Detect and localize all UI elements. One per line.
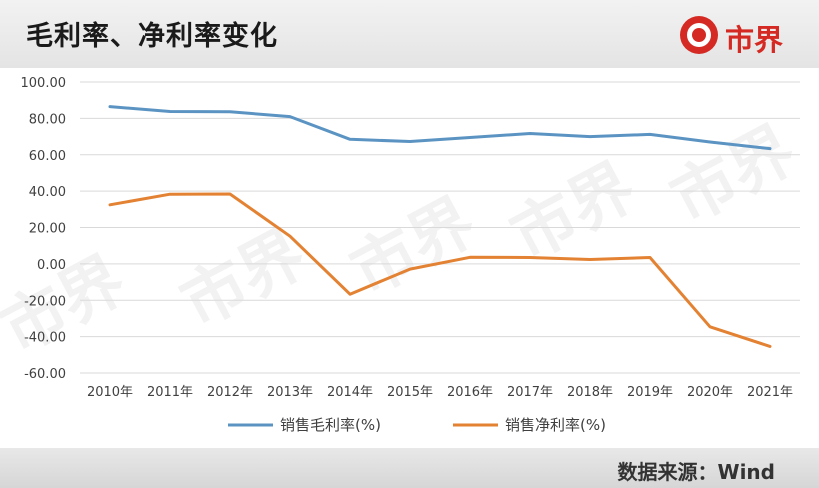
- series-line-net-margin: [108, 192, 772, 348]
- x-tick-label: 2020年: [687, 385, 733, 400]
- x-tick-label: 2014年: [327, 385, 373, 400]
- watermark-text: 市界: [170, 217, 318, 342]
- y-tick-label: -40.00: [24, 331, 66, 346]
- chart-title: 毛利率、净利率变化: [26, 21, 278, 52]
- y-tick-label: -20.00: [24, 294, 66, 309]
- y-tick-label: 0.00: [37, 258, 66, 273]
- y-tick-label: 80.00: [29, 112, 66, 127]
- logo: 市界: [680, 16, 792, 57]
- line-chart: 市界 市界 市界 市界 市界100.0080.0060.0040.0020.000.00…: [0, 76, 808, 434]
- y-tick-label: 40.00: [29, 185, 66, 200]
- source-note: 数据来源：Wind: [617, 460, 775, 484]
- x-tick-label: 2016年: [447, 385, 493, 400]
- y-tick-label: 20.00: [29, 222, 66, 237]
- x-tick-label: 2013年: [267, 385, 313, 400]
- watermark-text: 市界: [660, 113, 808, 238]
- x-tick-label: 2011年: [147, 385, 193, 400]
- title-bar: 毛利率、净利率变化 市界: [0, 0, 819, 68]
- logo-text: 市界: [725, 23, 784, 57]
- legend-label: 销售净利率(%): [505, 416, 606, 434]
- series-line-gross-margin: [108, 105, 772, 151]
- watermark-text: 市界: [340, 185, 488, 310]
- x-tick-label: 2012年: [207, 385, 253, 400]
- x-tick-label: 2021年: [747, 385, 793, 400]
- x-tick-label: 2015年: [387, 385, 433, 400]
- x-tick-label: 2019年: [627, 385, 673, 400]
- shield-s-icon: [680, 16, 718, 54]
- watermark-text: 市界: [0, 243, 138, 368]
- y-tick-label: 60.00: [29, 149, 66, 164]
- legend-label: 销售毛利率(%): [280, 416, 381, 434]
- y-tick-label: 100.00: [21, 76, 67, 91]
- x-tick-label: 2010年: [87, 385, 133, 400]
- x-tick-label: 2018年: [567, 385, 613, 400]
- x-tick-label: 2017年: [507, 385, 553, 400]
- y-tick-label: -60.00: [24, 367, 66, 382]
- footer-bar: 数据来源：Wind: [0, 448, 819, 488]
